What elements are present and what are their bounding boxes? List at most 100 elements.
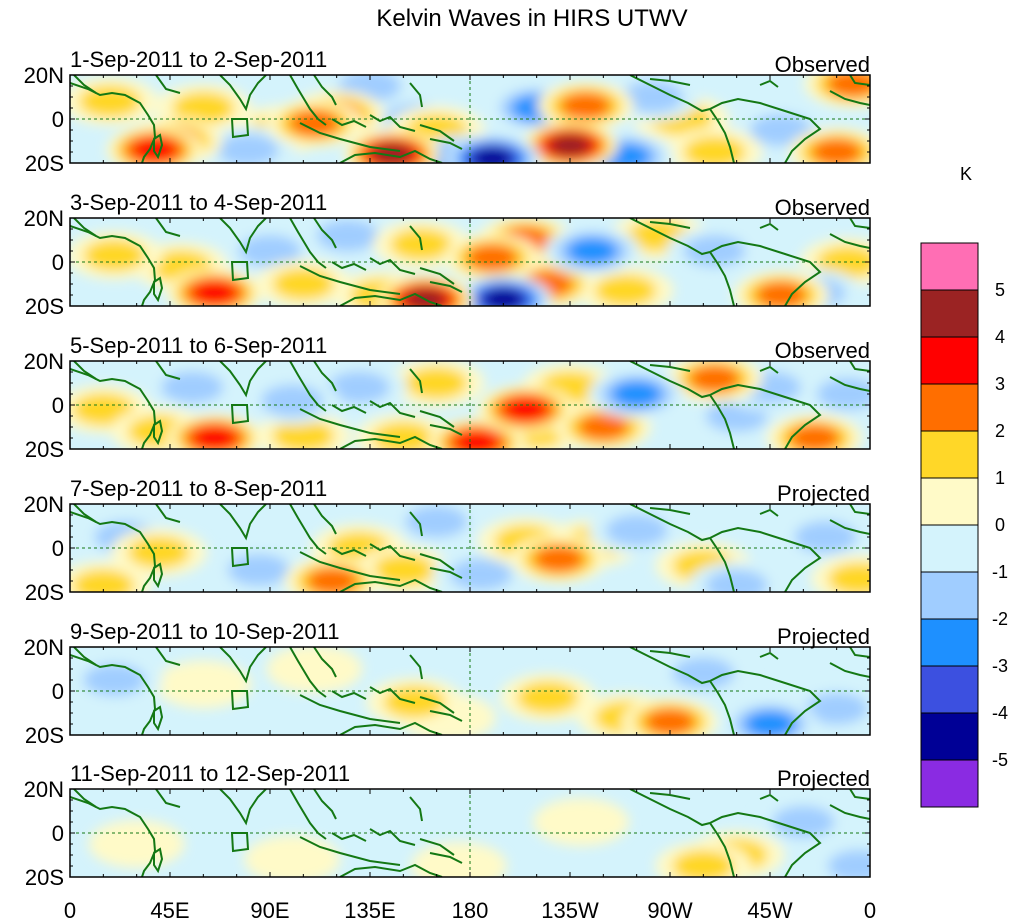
anomaly-contour [533,545,585,573]
anomaly-contour [621,81,684,113]
y-tick-label: 0 [52,536,64,561]
panel-kind-label: Observed [775,338,870,363]
x-tick-label: 45W [747,898,792,922]
colorbar-level-label: -2 [992,609,1008,629]
panel-ticks [69,788,871,878]
anomaly-contour [672,657,735,690]
panel-kind-label: Projected [777,766,870,791]
anomaly-contour [316,219,379,252]
y-tick-label: 0 [52,107,64,132]
anomaly-contour [418,846,499,877]
panel-ticks [69,360,871,450]
anomaly-contour [516,681,579,714]
y-tick-label: 0 [52,393,64,418]
anomaly-contour [611,380,663,408]
anomaly-blobs [88,798,870,877]
y-tick-label: 20S [25,723,64,748]
x-tick-label: 90W [647,898,692,922]
y-tick-label: 20S [25,294,64,319]
anomaly-contour [816,378,870,410]
anomaly-contour [827,562,870,592]
colorbar-level-label: 3 [995,374,1005,394]
anomaly-contour [216,133,279,163]
panel-date-range: 9-Sep-2011 to 10-Sep-2011 [70,619,340,644]
panel: 11-Sep-2011 to 12-Sep-2011 Projected 20N 0 2… [24,761,871,890]
panel-ticks [69,646,871,736]
panel: 7-Sep-2011 to 8-Sep-2011 Projected 20N 0 20S [24,476,871,605]
anomaly-contour [794,521,857,553]
colorbar-swatch [920,383,979,432]
x-tick-label: 0 [864,898,876,922]
anomaly-contour [72,393,135,426]
anomaly-contour [191,280,237,305]
anomaly-contour [827,850,870,877]
colorbar-level-label: 4 [995,327,1005,347]
colorbar-swatch [920,289,979,338]
y-tick-label: 20N [24,63,64,88]
panel-ticks [69,217,871,307]
anomaly-contour [471,147,514,163]
y-tick-label: 0 [52,821,64,846]
anomaly-contour [306,567,358,592]
anomaly-contour [72,569,135,592]
anomaly-contour [750,114,813,146]
anomaly-contour [327,371,390,404]
panel-kind-label: Projected [777,481,870,506]
colorbar-unit-label: K [960,164,972,184]
y-tick-label: 20N [24,349,64,374]
anomaly-contour [689,365,740,392]
y-tick-label: 20N [24,492,64,517]
anomaly-contour [816,246,870,278]
x-axis: 0 45E 90E 135E 180 135W 90W 45W 0 [64,898,876,922]
y-tick-label: 20N [24,777,64,802]
colorbar-level-label: -1 [992,562,1008,582]
colorbar-level-label: 0 [995,515,1005,535]
panel-kind-label: Observed [775,195,870,220]
anomaly-contour [605,514,668,547]
anomaly-contour [826,75,870,98]
panel-date-range: 11-Sep-2011 to 12-Sep-2011 [70,761,350,786]
anomaly-contour [172,92,235,124]
panel-ticks [69,74,871,164]
anomaly-contour [405,367,468,399]
anomaly-contour [83,239,146,272]
colorbar-swatch [920,665,979,714]
chart-title: Kelvin Waves in HIRS UTWV [376,5,687,32]
y-tick-label: 20N [24,206,64,231]
x-tick-label: 90E [250,898,289,922]
anomaly-contour [289,110,340,137]
anomaly-contour [79,85,141,118]
anomaly-contour [466,244,518,271]
anomaly-contour [272,268,335,300]
anomaly-contour [274,649,355,689]
anomaly-contour [404,288,447,306]
y-tick-label: 20S [25,865,64,890]
colorbar-level-label: 5 [995,280,1005,300]
panel-date-range: 7-Sep-2011 to 8-Sep-2011 [70,476,327,501]
anomaly-contour [96,824,177,864]
colorbar-swatch [920,430,979,479]
x-tick-label: 45E [150,898,189,922]
x-tick-label: 135E [344,898,395,922]
anomaly-contour [239,235,301,267]
colorbar-swatch [920,571,979,620]
colorbar-swatch [920,336,979,385]
colorbar-swatch [920,759,979,808]
anomaly-contour [789,424,840,449]
x-tick-label: 135W [541,898,599,922]
panels-group: 1-Sep-2011 to 2-Sep-2011 Observed20N020S3… [24,47,871,890]
anomaly-contour [372,422,435,449]
panel-kind-label: Observed [775,52,870,77]
anomaly-contour [672,850,735,877]
anomaly-contour [405,505,468,538]
anomaly-blobs [70,504,870,592]
anomaly-contour [811,138,862,163]
anomaly-contour [549,134,591,157]
anomaly-contour [644,708,696,735]
anomaly-contour [227,554,290,586]
anomaly-blobs [70,218,870,306]
colorbar-swatch [920,618,979,667]
colorbar-swatch [920,712,979,761]
anomaly-contour [683,136,746,163]
y-tick-label: 20S [25,437,64,462]
